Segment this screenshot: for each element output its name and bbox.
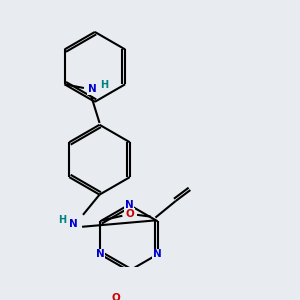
Text: N: N [69, 219, 78, 229]
Text: N: N [124, 200, 133, 210]
Text: H: H [58, 215, 66, 225]
Text: O: O [125, 209, 134, 219]
Text: N: N [153, 249, 162, 260]
Text: N: N [88, 84, 97, 94]
Text: N: N [96, 249, 105, 260]
Text: O: O [112, 293, 121, 300]
Text: H: H [100, 80, 108, 90]
